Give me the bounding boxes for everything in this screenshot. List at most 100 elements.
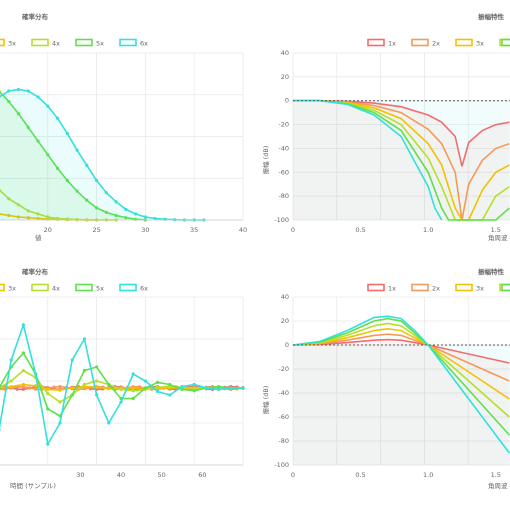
series-6x-tl-point xyxy=(7,89,11,93)
series-6x-bl-point xyxy=(58,421,62,425)
series-5x-tl-point xyxy=(26,125,30,129)
legend-label: 2x xyxy=(432,40,440,48)
series-6x-bl-point xyxy=(204,386,208,390)
series-4x-bl-point xyxy=(9,379,13,383)
series-4x-tl-point xyxy=(26,209,30,213)
legend-label: 3x xyxy=(476,285,484,293)
series-5x-tl-point xyxy=(114,213,118,218)
series-5x-tl-point xyxy=(7,99,11,104)
legend-swatch xyxy=(0,283,5,292)
series-6x-tl-point xyxy=(75,148,79,152)
series-5x-bl-point xyxy=(70,393,74,397)
legend-label: 2x xyxy=(432,285,440,293)
x-tick-label: 25 xyxy=(92,226,100,234)
series-3x-bl-point xyxy=(58,388,62,392)
x-axis-label-br: 角周波 xyxy=(488,481,508,490)
series-5x-tl-point xyxy=(0,89,1,93)
series-4x-tl-point xyxy=(55,216,60,221)
y-tick-label: 0 xyxy=(285,341,289,349)
x-tick-label: 40 xyxy=(239,226,247,234)
series-4x-tl-point xyxy=(16,203,21,207)
series-5x-tl-point xyxy=(124,216,128,220)
y-tick-label: -80 xyxy=(278,192,289,200)
series-6x-tl-point xyxy=(134,212,138,216)
legend-label: 3x xyxy=(8,40,16,48)
legend-swatch xyxy=(75,38,93,47)
series-5x-tl-point xyxy=(65,178,69,183)
series-6x-bl-point xyxy=(119,400,123,404)
legend-label: 5x xyxy=(96,40,104,48)
series-4x-bl-point xyxy=(95,379,99,383)
series-5x-bl-point xyxy=(180,387,184,391)
series-1x-br-area xyxy=(293,339,510,465)
series-6x-bl-point xyxy=(107,421,111,425)
series-5x-bl-point xyxy=(21,351,25,355)
series-4x-bl-point xyxy=(119,387,123,391)
series-5x-tl-point xyxy=(16,112,21,116)
legend-swatch xyxy=(411,283,429,292)
legend-swatch xyxy=(75,283,93,292)
series-3x-bl-point xyxy=(70,386,74,390)
series-3x-tl-point xyxy=(16,215,21,219)
x-axis-label-tl: 値 xyxy=(35,233,42,242)
y-axis-label-br: 振幅 (dB) xyxy=(261,386,270,415)
chart-title-tl: 確率分布 xyxy=(22,12,49,21)
series-6x-tl-point xyxy=(104,191,108,195)
series-6x-tl xyxy=(0,88,204,221)
series-6x-bl-point xyxy=(143,379,147,383)
series-4x-br xyxy=(292,322,510,418)
series-4x-bl-point xyxy=(46,392,50,396)
series-3x-bl-point xyxy=(21,382,25,387)
series-6x-bl-point xyxy=(21,323,25,327)
series-6x-tl-area xyxy=(0,89,204,220)
series-6x-bl-point xyxy=(229,386,233,390)
legend-swatch xyxy=(501,38,510,47)
series-6x-tl-point xyxy=(36,95,40,99)
series-6x-tl-point xyxy=(46,104,50,108)
y-tick-label: -60 xyxy=(278,413,289,421)
series-6x-tl-point xyxy=(114,200,118,204)
series-2x-bl-point xyxy=(21,385,25,389)
series-5x-tl-point xyxy=(36,139,40,143)
series-5x-bl-point xyxy=(107,382,111,387)
series-6x-bl-point xyxy=(217,387,221,391)
x-tick-label: 35 xyxy=(190,226,198,234)
series-1x-bl-point xyxy=(21,387,25,391)
y-tick-label: -80 xyxy=(278,437,289,445)
series-6x-bl xyxy=(0,322,243,447)
series-6x-tl-point xyxy=(143,215,147,219)
series-6x-bl-point xyxy=(82,337,86,341)
y-tick-label: -100 xyxy=(274,216,289,224)
series-6x-bl-point xyxy=(70,358,74,362)
y-tick-label: 40 xyxy=(281,293,289,301)
series-6x-tl-point xyxy=(153,216,157,221)
series-5x-br xyxy=(292,317,510,436)
x-tick-label: 0 xyxy=(291,226,295,234)
series-5x-tl-area xyxy=(0,92,146,220)
y-tick-label: 0 xyxy=(285,97,289,105)
series-3x-tl-point xyxy=(7,213,11,218)
series-3x-bl-point xyxy=(9,385,13,389)
series-5x-bl xyxy=(0,351,243,418)
x-tick-label: 30 xyxy=(76,471,84,479)
series-3x-tl-point xyxy=(0,212,1,216)
series-4x-bl-point xyxy=(156,385,160,389)
series-5x-bl-point xyxy=(46,407,50,411)
series-3x-bl-point xyxy=(131,386,135,390)
series-6x-bl-point xyxy=(95,393,99,397)
series-4x-tl-point xyxy=(0,188,1,191)
series-1x-tr-area xyxy=(293,100,510,220)
series-6x-tl-point xyxy=(85,163,89,167)
legend-swatch xyxy=(455,38,473,47)
area-tr xyxy=(293,100,510,220)
series-5x-tl xyxy=(0,90,146,221)
series-2x-br xyxy=(292,333,510,382)
x-tick-label: 0.5 xyxy=(355,471,365,479)
series-6x-bl-point xyxy=(0,428,1,432)
legend-swatch xyxy=(411,38,429,47)
x-tick-label: 1.5 xyxy=(491,226,501,234)
series-6x-tl-point xyxy=(16,87,21,92)
x-tick-label: 0 xyxy=(291,471,295,479)
legend-label: 5x xyxy=(96,285,104,293)
